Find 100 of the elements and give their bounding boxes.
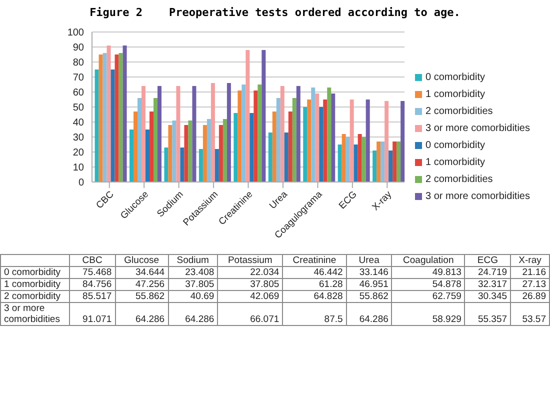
bar bbox=[226, 83, 231, 182]
bar bbox=[280, 86, 284, 182]
legend-label: 0 comorbidity bbox=[426, 140, 485, 151]
bar bbox=[315, 94, 320, 182]
y-tick-label: 90 bbox=[72, 42, 84, 54]
bar bbox=[168, 125, 172, 182]
category-label: Potassium bbox=[218, 254, 283, 266]
data-label: 54.878 bbox=[392, 278, 465, 290]
bar bbox=[342, 134, 346, 182]
chart-title: Figure 2 Preoperative tests ordered according to age. bbox=[88, 5, 462, 21]
data-label: 91.071 bbox=[70, 302, 116, 326]
data-label: 87.5 bbox=[282, 302, 346, 326]
data-label: 26.89 bbox=[510, 290, 550, 302]
data-label: 55.862 bbox=[115, 290, 168, 302]
legend-label: 2 comorbidities bbox=[426, 174, 493, 185]
data-label: 46.951 bbox=[346, 278, 392, 290]
legend-label: 2 comorbidities bbox=[426, 106, 493, 117]
data-label: 21.16 bbox=[510, 266, 550, 278]
bar bbox=[246, 50, 250, 182]
bar bbox=[388, 150, 393, 182]
bar bbox=[292, 98, 296, 182]
bar bbox=[198, 149, 203, 182]
legend-label: 0 comorbidity bbox=[426, 72, 485, 83]
data-label: 53.57 bbox=[510, 302, 550, 326]
bar bbox=[268, 132, 272, 182]
bar bbox=[180, 148, 184, 182]
bar bbox=[176, 86, 180, 182]
bar bbox=[188, 120, 192, 182]
y-tick-label: 20 bbox=[72, 148, 84, 159]
bar bbox=[102, 53, 107, 182]
bar bbox=[307, 100, 312, 182]
bar bbox=[354, 144, 358, 182]
legend-label: 1 comorbidity bbox=[426, 89, 485, 100]
bar bbox=[400, 101, 405, 182]
category-label: Glucose bbox=[115, 254, 168, 266]
bar bbox=[350, 100, 354, 182]
bar bbox=[110, 70, 115, 182]
y-tick-label: 40 bbox=[72, 118, 84, 129]
bar bbox=[142, 86, 146, 182]
category-label: Creatinine bbox=[282, 254, 346, 266]
data-label: 22.034 bbox=[218, 266, 283, 278]
data-label: 61.28 bbox=[282, 278, 346, 290]
category-label: Coagulation bbox=[392, 254, 465, 266]
bar bbox=[192, 86, 196, 182]
bar bbox=[362, 137, 366, 182]
bar bbox=[218, 125, 223, 182]
bar bbox=[202, 125, 207, 182]
data-label: 75.468 bbox=[70, 266, 116, 278]
bar bbox=[146, 130, 150, 182]
bar bbox=[238, 90, 242, 182]
bar bbox=[296, 86, 300, 182]
bar bbox=[184, 125, 188, 182]
bar bbox=[164, 148, 168, 182]
bar bbox=[154, 98, 158, 182]
data-label: 64.286 bbox=[346, 302, 392, 326]
bar bbox=[272, 112, 276, 182]
data-label: 66.071 bbox=[218, 302, 283, 326]
bar bbox=[276, 98, 280, 182]
data-label: 23.408 bbox=[168, 266, 218, 278]
category-label: X-ray bbox=[510, 254, 550, 266]
data-label: 40.69 bbox=[168, 290, 218, 302]
bar bbox=[94, 70, 99, 182]
bar bbox=[158, 86, 162, 182]
bar bbox=[134, 112, 138, 182]
bar bbox=[396, 142, 401, 182]
data-label: 46.442 bbox=[282, 266, 346, 278]
y-tick-label: 10 bbox=[72, 162, 84, 174]
data-label: 64.828 bbox=[282, 290, 346, 302]
bar bbox=[319, 107, 324, 182]
bar bbox=[372, 150, 377, 182]
bar bbox=[250, 113, 254, 182]
y-tick-label: 50 bbox=[72, 102, 84, 114]
bar bbox=[118, 53, 123, 182]
bar bbox=[366, 100, 370, 182]
bar bbox=[234, 113, 238, 182]
bar bbox=[138, 98, 142, 182]
bar bbox=[254, 90, 258, 182]
bar bbox=[288, 112, 292, 182]
bar bbox=[258, 84, 262, 182]
bar bbox=[106, 46, 111, 182]
bar bbox=[130, 130, 134, 182]
data-label: 55.357 bbox=[464, 302, 511, 326]
y-tick-label: 60 bbox=[72, 88, 84, 99]
y-tick-label: 80 bbox=[72, 58, 84, 69]
data-label: 47.256 bbox=[115, 278, 168, 290]
data-label: 64.286 bbox=[168, 302, 218, 326]
category-label: Sodium bbox=[168, 254, 218, 266]
data-label: 30.345 bbox=[464, 290, 511, 302]
bar bbox=[284, 132, 288, 182]
data-label: 85.517 bbox=[70, 290, 116, 302]
bar bbox=[222, 119, 227, 182]
bar bbox=[122, 46, 127, 182]
bar bbox=[303, 107, 308, 182]
bar bbox=[150, 112, 154, 182]
y-tick-label: 30 bbox=[72, 132, 84, 144]
bar bbox=[172, 120, 176, 182]
data-label: 32.317 bbox=[464, 278, 511, 290]
bar bbox=[323, 100, 328, 182]
bar bbox=[346, 137, 350, 182]
data-label: 37.805 bbox=[168, 278, 218, 290]
